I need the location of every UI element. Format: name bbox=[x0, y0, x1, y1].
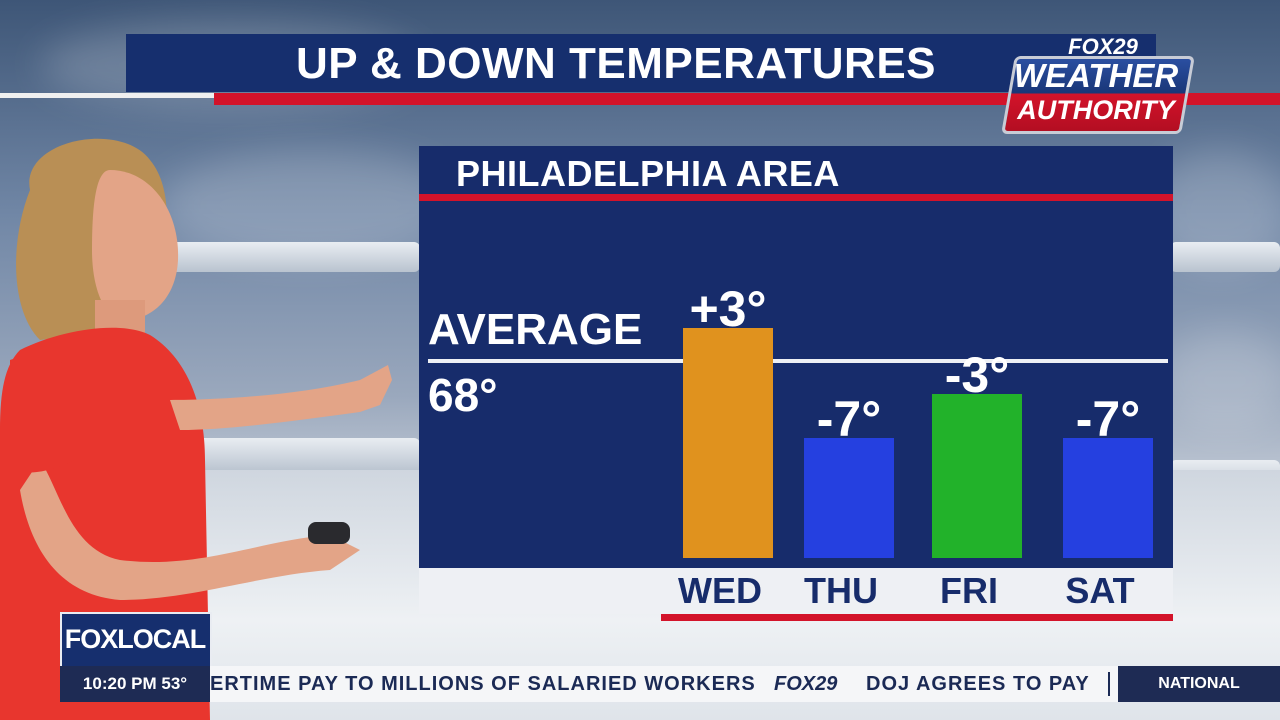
chart-title: PHILADELPHIA AREA bbox=[456, 153, 840, 194]
ticker-section: NATIONAL bbox=[1118, 666, 1280, 702]
bar-wed bbox=[683, 328, 773, 558]
chart-title-underline bbox=[419, 194, 1173, 201]
ticker-brand: FOX29 bbox=[774, 673, 838, 695]
title-underline-white bbox=[0, 93, 214, 98]
category-label-wed: WED bbox=[678, 570, 762, 611]
average-label: AVERAGE bbox=[428, 305, 643, 354]
bar-fri bbox=[932, 394, 1022, 558]
logo-line2: AUTHORITY bbox=[1017, 95, 1175, 125]
chart-panel bbox=[419, 146, 1173, 568]
category-label-sat: SAT bbox=[1065, 570, 1134, 611]
value-label-sat: -7° bbox=[1076, 391, 1140, 447]
logo-network: FOX29 bbox=[1068, 34, 1138, 59]
category-label-fri: FRI bbox=[940, 570, 998, 611]
fox-local-label: FOXLOCAL bbox=[64, 624, 207, 654]
x-axis-underline bbox=[661, 614, 1173, 621]
ticker-separator bbox=[1108, 672, 1110, 696]
presenter-figure bbox=[0, 138, 392, 720]
title-bar bbox=[126, 34, 1156, 92]
ticker-temp: 53° bbox=[161, 674, 188, 693]
value-label-fri: -3° bbox=[945, 347, 1009, 403]
average-line bbox=[428, 359, 1168, 363]
ticker-headline-2: DOJ AGREES TO PAY bbox=[866, 673, 1090, 695]
x-axis-strip bbox=[419, 568, 1173, 614]
ticker-time: 10:20 PM bbox=[82, 674, 157, 693]
logo-line1: WEATHER bbox=[1013, 57, 1179, 94]
ticker-time-temp: 10:20 PM 53° bbox=[60, 666, 210, 702]
value-label-thu: -7° bbox=[817, 391, 881, 447]
page-title: UP & DOWN TEMPERATURES bbox=[295, 39, 937, 88]
news-ticker bbox=[60, 666, 1280, 702]
value-label-wed: +3° bbox=[689, 281, 766, 337]
ticker-headline: ERTIME PAY TO MILLIONS OF SALARIED WORKE… bbox=[210, 673, 756, 695]
bar-sat bbox=[1063, 438, 1153, 558]
category-label-thu: THU bbox=[804, 570, 878, 611]
average-value: 68° bbox=[428, 369, 498, 421]
bar-thu bbox=[804, 438, 894, 558]
